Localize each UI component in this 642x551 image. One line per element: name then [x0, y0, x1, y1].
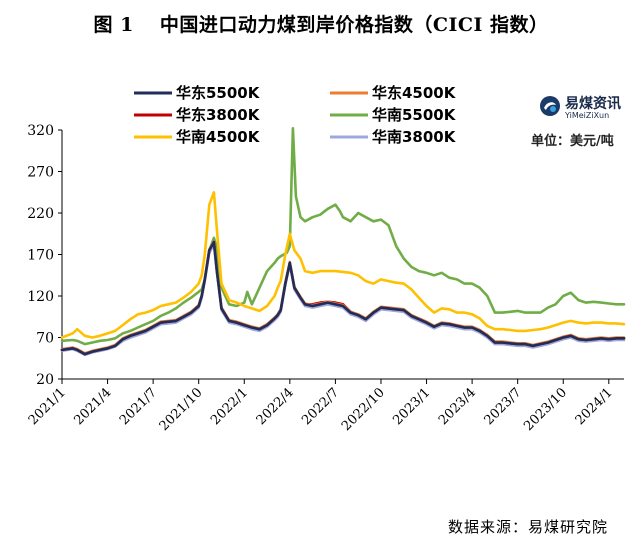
y-tick-label: 220: [27, 206, 54, 222]
chart-legend: 华东5500K 华东4500K 华东3800K 华南5500K 华南4500K 华南380…: [134, 84, 457, 146]
y-tick-label: 70: [36, 331, 54, 347]
x-tick-label: 2021/10: [157, 385, 206, 434]
x-tick-label: 2021/7: [117, 385, 160, 428]
figure-number: 图 1: [93, 14, 134, 36]
y-tick-label: 20: [36, 372, 54, 388]
series-line-1: [60, 239, 626, 355]
data-source: 数据来源：易煤研究院: [447, 518, 608, 536]
brand-logo-icon: [540, 96, 560, 116]
series-line-4: [60, 191, 626, 339]
legend-label-3: 华南5500K: [372, 106, 457, 124]
legend-label-0: 华东5500K: [176, 84, 261, 102]
y-tick-label: 120: [27, 289, 54, 305]
legend-label-4: 华南4500K: [176, 128, 261, 146]
chart-series-lines: [60, 127, 626, 357]
x-tick-label: 2022/1: [208, 385, 251, 428]
x-tick-label: 2024/1: [573, 385, 616, 428]
y-tick-label: 170: [27, 248, 54, 264]
legend-label-5: 华南3800K: [372, 128, 457, 146]
brand-logo-block: 易煤资讯 YiMeiZiXun: [539, 91, 639, 131]
x-tick-label: 2022/7: [299, 385, 342, 428]
chart-title: 图 1 中国进口动力煤到岸价格指数（CICI 指数）: [0, 10, 642, 37]
y-tick-label: 270: [27, 165, 54, 181]
x-tick-label: 2023/1: [390, 385, 433, 428]
brand-subtitle: YiMeiZiXun: [565, 111, 610, 120]
x-tick-label: 2023/4: [436, 385, 479, 428]
legend-label-1: 华东4500K: [372, 84, 457, 102]
x-tick-label: 2022/10: [339, 385, 388, 434]
x-tick-label: 2021/1: [26, 385, 69, 428]
x-tick-label: 2021/4: [71, 385, 114, 428]
x-tick-label: 2022/4: [254, 385, 297, 428]
series-line-2: [60, 240, 626, 356]
legend-label-2: 华东3800K: [176, 106, 261, 124]
y-tick-label: 320: [27, 123, 54, 139]
x-tick-label: 2023/10: [521, 385, 570, 434]
title-text: 中国进口动力煤到岸价格指数（CICI 指数）: [159, 14, 549, 36]
series-line-3: [60, 127, 626, 346]
x-tick-label: 2023/7: [482, 385, 525, 428]
series-line-5: [60, 243, 626, 357]
unit-label: 单位：美元/吨: [531, 134, 614, 149]
brand-name: 易煤资讯: [565, 96, 621, 112]
series-line-0: [60, 240, 626, 356]
